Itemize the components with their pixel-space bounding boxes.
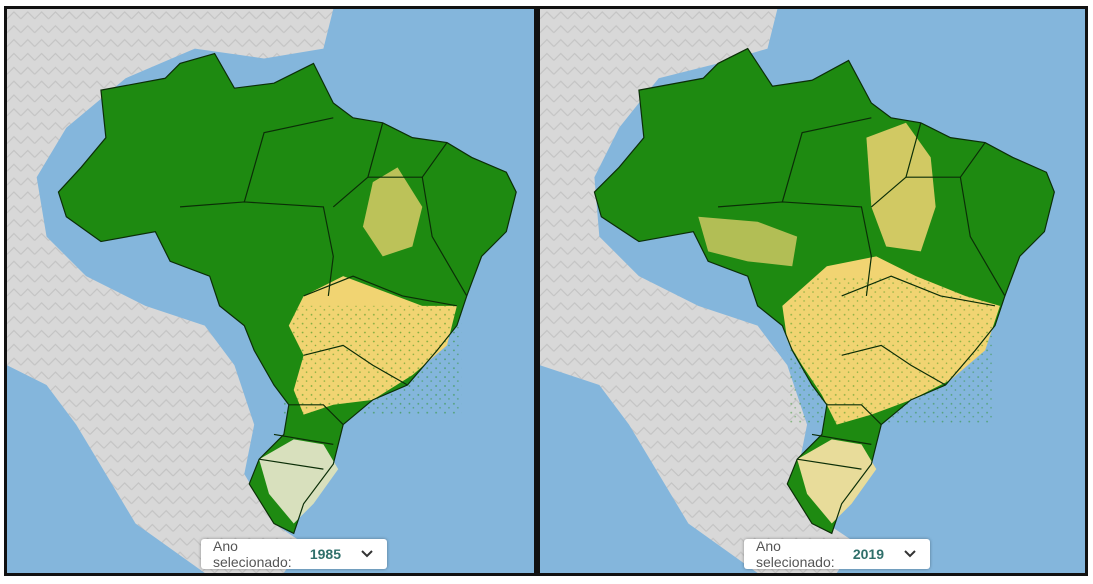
year-selector[interactable]: Ano selecionado: 1985 xyxy=(201,538,387,570)
forest-patches xyxy=(787,276,995,425)
south-america-relief xyxy=(7,9,334,573)
forest-patches xyxy=(283,305,462,415)
agriculture-arc-west xyxy=(698,216,798,267)
state-borders xyxy=(57,52,517,535)
brazil-land xyxy=(58,53,517,534)
selected-year: 1985 xyxy=(309,546,341,562)
map-panel-1985: Ano selecionado: 1985 xyxy=(4,6,537,576)
south-america-relief xyxy=(540,9,857,573)
agriculture-northeast xyxy=(362,167,423,257)
brazil-map-2019[interactable] xyxy=(540,9,1085,573)
year-selector[interactable]: Ano selecionado: 2019 xyxy=(744,538,930,570)
selected-year: 2019 xyxy=(852,546,884,562)
chevron-down-icon[interactable] xyxy=(361,547,373,561)
state-borders xyxy=(593,47,1055,535)
south-grasslands xyxy=(797,439,877,524)
agriculture-matopiba xyxy=(866,122,936,252)
map-panel-2019: Ano selecionado: 2019 xyxy=(537,6,1088,576)
brazil-map-1985[interactable] xyxy=(7,9,534,573)
year-selector-label: Ano selecionado: xyxy=(756,538,835,570)
chevron-down-icon[interactable] xyxy=(904,547,916,561)
south-grasslands xyxy=(259,439,339,524)
year-selector-label: Ano selecionado: xyxy=(213,538,292,570)
